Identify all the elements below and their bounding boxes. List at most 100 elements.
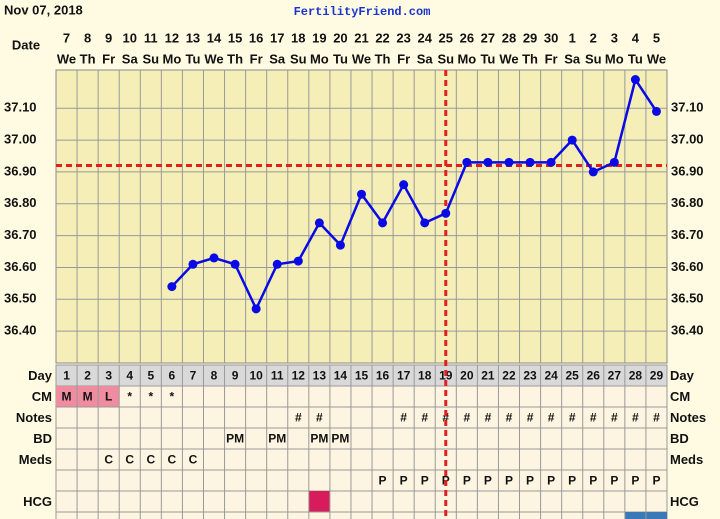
row-label: HCG: [23, 494, 52, 509]
temperature-point: [420, 218, 430, 228]
highlight-cell: [56, 386, 78, 407]
y-tick-label-right: 36.50: [671, 291, 704, 306]
temperature-point: [441, 208, 451, 218]
temperature-point: [314, 218, 324, 228]
y-tick-label: 36.40: [4, 323, 37, 338]
date-label: 12: [165, 30, 179, 45]
date-label: 8: [84, 30, 91, 45]
cell-text: 2: [84, 369, 91, 383]
cell-text: 27: [608, 369, 622, 383]
cell-text: P: [379, 474, 387, 488]
cell-text: 23: [523, 369, 537, 383]
cell-text: 9: [232, 369, 239, 383]
cell-text: #: [548, 411, 555, 425]
cell-text: M: [62, 390, 72, 404]
y-tick-label: 36.90: [4, 163, 37, 178]
temperature-point: [230, 259, 240, 269]
weekday-label: Sa: [417, 51, 434, 66]
weekday-label: Th: [522, 51, 538, 66]
weekday-label: Su: [290, 51, 307, 66]
date-label: 14: [207, 30, 222, 45]
highlight-cell: [308, 491, 330, 512]
cell-text: 1: [63, 369, 70, 383]
cell-text: P: [547, 474, 555, 488]
temperature-point: [399, 180, 409, 190]
cell-text: P: [484, 474, 492, 488]
row-label: BD: [33, 431, 52, 446]
y-tick-label-right: 36.70: [671, 227, 704, 242]
cell-text: #: [653, 411, 660, 425]
date-label: 18: [291, 30, 305, 45]
cell-text: 28: [629, 369, 643, 383]
highlight-cell: [645, 512, 667, 519]
highlight-cell: [77, 386, 99, 407]
cell-text: #: [527, 411, 534, 425]
weekday-label: Su: [585, 51, 602, 66]
date-label: 4: [632, 30, 640, 45]
chart-date: Nov 07, 2018: [4, 2, 83, 17]
cell-text: *: [170, 390, 175, 404]
y-tick-label: 36.70: [4, 227, 37, 242]
cell-text: 3: [105, 369, 112, 383]
temperature-point: [167, 282, 177, 292]
cell-text: #: [611, 411, 618, 425]
cell-text: M: [83, 390, 93, 404]
temperature-point: [525, 157, 535, 167]
weekday-label: Sa: [269, 51, 286, 66]
y-tick-label: 36.50: [4, 291, 37, 306]
cell-text: P: [610, 474, 618, 488]
site-name[interactable]: FertilityFriend.com: [294, 5, 431, 19]
date-label: 17: [270, 30, 284, 45]
cell-text: 16: [376, 369, 390, 383]
cell-text: #: [442, 411, 449, 425]
highlight-cell: [624, 512, 646, 519]
cell-text: *: [127, 390, 132, 404]
y-tick-label: 37.10: [4, 100, 37, 115]
cell-text: P: [505, 474, 513, 488]
temperature-point: [504, 157, 514, 167]
cell-text: #: [316, 411, 323, 425]
row-label: Day: [28, 368, 53, 383]
cell-text: P: [463, 474, 471, 488]
temperature-point: [567, 135, 577, 145]
cell-text: #: [569, 411, 576, 425]
weekday-label: Mo: [605, 51, 624, 66]
row-label-right: Notes: [670, 410, 706, 425]
weekday-label: Th: [80, 51, 96, 66]
temperature-point: [251, 304, 261, 314]
temperature-point: [588, 167, 598, 177]
weekday-label: Th: [227, 51, 243, 66]
cell-text: P: [568, 474, 576, 488]
weekday-label: Sa: [122, 51, 139, 66]
temperature-point: [209, 253, 219, 263]
temperature-point: [188, 259, 198, 269]
cell-text: #: [464, 411, 471, 425]
cell-text: 26: [587, 369, 601, 383]
cell-text: 18: [418, 369, 432, 383]
date-label: 13: [186, 30, 200, 45]
temperature-point: [272, 259, 282, 269]
weekday-label: Su: [437, 51, 454, 66]
weekday-label: We: [204, 51, 223, 66]
cell-text: PM: [331, 432, 349, 446]
cell-text: C: [125, 453, 134, 467]
date-label: 26: [460, 30, 474, 45]
date-label: 10: [123, 30, 137, 45]
date-label: 3: [611, 30, 618, 45]
cell-text: PM: [268, 432, 286, 446]
date-label: 27: [481, 30, 495, 45]
weekday-label: Tu: [480, 51, 495, 66]
date-label: 19: [312, 30, 326, 45]
weekday-label: We: [352, 51, 371, 66]
row-label: Notes: [16, 410, 52, 425]
y-tick-label: 37.00: [4, 132, 37, 147]
cell-text: 8: [211, 369, 218, 383]
temperature-point: [335, 240, 345, 250]
cell-text: C: [104, 453, 113, 467]
temperature-point: [462, 157, 472, 167]
date-label: 29: [523, 30, 537, 45]
cell-text: #: [485, 411, 492, 425]
temperature-point: [483, 157, 493, 167]
cell-text: #: [295, 411, 302, 425]
